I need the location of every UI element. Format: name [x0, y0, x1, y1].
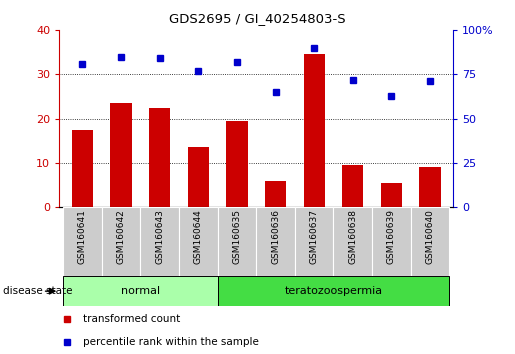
Text: GSM160642: GSM160642: [116, 209, 126, 264]
Text: GSM160636: GSM160636: [271, 209, 280, 264]
Bar: [187, 147, 209, 207]
Bar: [217, 276, 449, 306]
Bar: [265, 181, 286, 207]
Bar: [334, 207, 372, 276]
Text: GSM160643: GSM160643: [155, 209, 164, 264]
Bar: [72, 130, 93, 207]
Bar: [342, 165, 364, 207]
Bar: [256, 207, 295, 276]
Bar: [63, 276, 217, 306]
Text: GSM160640: GSM160640: [425, 209, 435, 264]
Text: GSM160639: GSM160639: [387, 209, 396, 264]
Text: disease state: disease state: [3, 286, 72, 296]
Bar: [295, 207, 334, 276]
Text: GDS2695 / GI_40254803-S: GDS2695 / GI_40254803-S: [169, 12, 346, 25]
Bar: [226, 121, 248, 207]
Text: GSM160644: GSM160644: [194, 209, 203, 264]
Text: GSM160638: GSM160638: [348, 209, 357, 264]
Text: normal: normal: [121, 286, 160, 296]
Bar: [303, 55, 325, 207]
Text: percentile rank within the sample: percentile rank within the sample: [83, 337, 259, 348]
Bar: [372, 207, 410, 276]
Bar: [63, 207, 102, 276]
Bar: [140, 207, 179, 276]
Bar: [110, 103, 132, 207]
Bar: [102, 207, 140, 276]
Bar: [381, 183, 402, 207]
Bar: [149, 108, 170, 207]
Text: GSM160641: GSM160641: [78, 209, 87, 264]
Text: transformed count: transformed count: [83, 314, 180, 325]
Text: GSM160635: GSM160635: [232, 209, 242, 264]
Text: GSM160637: GSM160637: [310, 209, 319, 264]
Bar: [179, 207, 217, 276]
Text: teratozoospermia: teratozoospermia: [284, 286, 383, 296]
Bar: [419, 167, 441, 207]
Bar: [410, 207, 449, 276]
Bar: [217, 207, 256, 276]
